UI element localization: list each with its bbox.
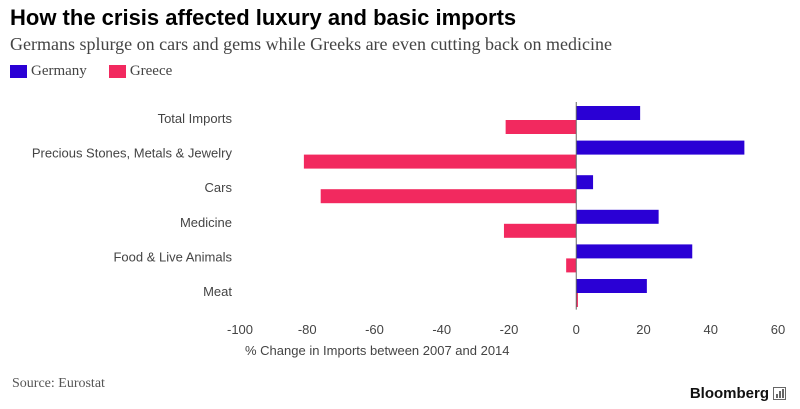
category-label-cars: Cars — [205, 180, 233, 195]
x-tick-label: 40 — [704, 322, 718, 337]
x-tick-label: -40 — [432, 322, 451, 337]
chart-title: How the crisis affected luxury and basic… — [10, 5, 517, 30]
bar-germany-cars — [576, 175, 594, 190]
x-tick-label: 60 — [771, 322, 785, 337]
x-tick-label: -20 — [500, 322, 519, 337]
bar-greece-medicine — [503, 223, 577, 238]
legend: Germany Greece — [10, 63, 194, 80]
brand-logo: Bloomberg — [690, 385, 786, 402]
category-label-food-live-animals: Food & Live Animals — [113, 249, 232, 264]
category-label-meat: Meat — [203, 284, 232, 299]
legend-label-germany: Germany — [31, 63, 87, 79]
legend-swatch-germany — [10, 65, 27, 78]
legend-item-greece: Greece — [108, 63, 173, 80]
bar-germany-total-imports — [576, 106, 641, 120]
x-axis-label: % Change in Imports between 2007 and 201… — [245, 343, 510, 358]
bar-greece-precious-stones-metals-jewelry — [303, 154, 577, 169]
category-label-precious-stones-metals-jewelry: Precious Stones, Metals & Jewelry — [32, 146, 233, 161]
brand-name: Bloomberg — [689, 385, 769, 402]
x-tick-label: -60 — [365, 322, 384, 337]
bar-greece-cars — [320, 189, 577, 204]
bar-germany-food-live-animals — [576, 244, 693, 259]
chart-subtitle: Germans splurge on cars and gems while G… — [10, 34, 612, 54]
category-label-total-imports: Total Imports — [158, 111, 233, 126]
bar-germany-meat — [576, 279, 647, 293]
bar-greece-food-live-animals — [566, 258, 577, 273]
x-tick-label: -100 — [227, 322, 253, 337]
legend-swatch-greece — [108, 65, 126, 78]
legend-item-germany: Germany — [10, 63, 87, 80]
category-label-medicine: Medicine — [180, 215, 232, 230]
x-tick-label: -80 — [298, 322, 317, 337]
bar-germany-precious-stones-metals-jewelry — [576, 140, 745, 155]
bar-germany-medicine — [576, 209, 659, 224]
x-tick-label: 0 — [573, 322, 580, 337]
bar-greece-meat — [576, 293, 578, 307]
x-tick-label: 20 — [636, 322, 650, 337]
bar-greece-total-imports — [505, 120, 577, 134]
source-note: Source: Eurostat — [12, 376, 105, 391]
bloomberg-logo-icon — [773, 387, 786, 400]
legend-label-greece: Greece — [129, 63, 173, 79]
